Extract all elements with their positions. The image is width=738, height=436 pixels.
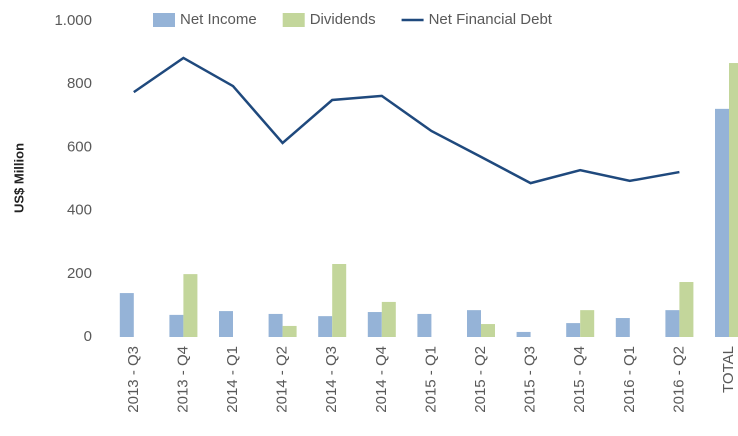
x-tick-label: 2015 - Q1 xyxy=(422,346,439,413)
x-tick-label: 2013 - Q4 xyxy=(174,346,191,413)
bar xyxy=(715,108,729,338)
bar xyxy=(367,312,382,337)
legend-label: Net Income xyxy=(180,11,257,28)
x-tick-label: TOTAL xyxy=(720,346,737,393)
x-tick-label: 2016 - Q1 xyxy=(621,346,638,413)
bar xyxy=(615,318,630,337)
x-tick-label: 2014 - Q4 xyxy=(373,346,390,413)
bar xyxy=(219,311,233,337)
bar xyxy=(332,264,347,337)
x-tick-label: 2013 - Q3 xyxy=(125,346,142,413)
y-tick-label: 400 xyxy=(67,202,92,219)
bar xyxy=(119,293,134,337)
x-tick-label: 2015 - Q3 xyxy=(522,346,539,413)
x-tick-label: 2015 - Q2 xyxy=(472,346,489,413)
bar xyxy=(183,274,198,337)
bar xyxy=(566,323,581,337)
y-tick-label: 200 xyxy=(67,265,92,282)
line xyxy=(133,56,680,185)
legend-label: Dividends xyxy=(310,11,376,28)
y-tick-label: 600 xyxy=(67,138,92,155)
x-tick-label: 2014 - Q2 xyxy=(274,346,291,413)
bar xyxy=(318,316,333,337)
x-tick-label: 2014 - Q3 xyxy=(323,346,340,413)
bar xyxy=(481,324,495,337)
legend-swatch xyxy=(282,13,305,27)
bar xyxy=(381,301,396,337)
bar xyxy=(679,282,694,337)
bar xyxy=(467,310,481,337)
bar xyxy=(580,310,595,337)
bar xyxy=(169,314,184,337)
y-tick-label: 0 xyxy=(84,328,92,345)
legend-swatch xyxy=(153,13,175,27)
x-tick-label: 2015 - Q4 xyxy=(571,346,588,413)
y-tick-label: 800 xyxy=(67,75,92,92)
bar xyxy=(665,310,680,337)
x-tick-label: 2016 - Q2 xyxy=(670,346,687,413)
bar xyxy=(417,313,432,337)
bar xyxy=(729,63,738,337)
x-tick-label: 2014 - Q1 xyxy=(224,346,241,413)
y-axis-label: US$ Million xyxy=(11,143,26,213)
bar xyxy=(282,325,297,337)
bar xyxy=(516,331,531,337)
bar xyxy=(268,313,283,337)
y-tick-label: 1.000 xyxy=(54,12,92,29)
legend-label: Net Financial Debt xyxy=(429,11,553,28)
